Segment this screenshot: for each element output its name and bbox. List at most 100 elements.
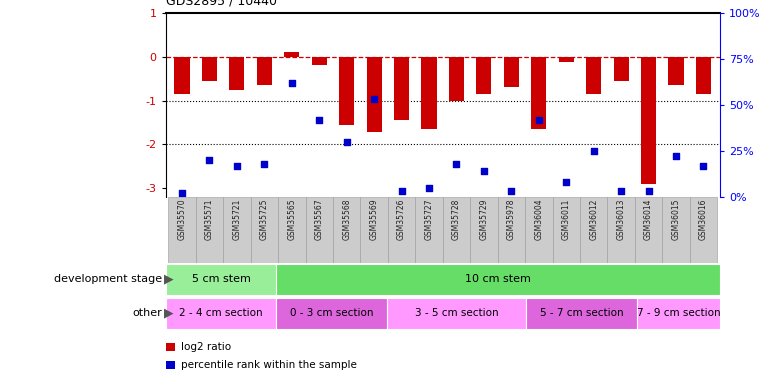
Text: ▶: ▶	[164, 273, 173, 286]
Bar	[306, 197, 333, 262]
Bar	[525, 197, 553, 262]
Text: 0 - 3 cm section: 0 - 3 cm section	[290, 308, 373, 318]
Text: ▶: ▶	[164, 307, 173, 320]
Bar	[229, 57, 244, 90]
Point	[505, 188, 517, 194]
Bar	[635, 197, 662, 262]
Bar	[394, 57, 409, 120]
Bar	[641, 57, 656, 184]
Point	[340, 139, 353, 145]
Text: 7 - 9 cm section: 7 - 9 cm section	[637, 308, 720, 318]
Text: GSM36015: GSM36015	[671, 199, 681, 240]
Point	[588, 148, 600, 154]
Point	[313, 117, 326, 123]
Text: GSM35727: GSM35727	[424, 199, 434, 240]
Bar	[312, 57, 326, 65]
Text: 2 - 4 cm section: 2 - 4 cm section	[179, 308, 263, 318]
Text: GDS2895 / 10440: GDS2895 / 10440	[166, 0, 276, 8]
Point	[560, 179, 572, 185]
Point	[396, 188, 408, 194]
Bar	[586, 57, 601, 94]
Bar	[668, 57, 684, 86]
Text: GSM35568: GSM35568	[342, 199, 351, 240]
Point	[698, 163, 710, 169]
Text: percentile rank within the sample: percentile rank within the sample	[181, 360, 357, 370]
Text: GSM36014: GSM36014	[644, 199, 653, 240]
Bar	[223, 197, 250, 262]
Point	[258, 161, 270, 167]
Point	[286, 80, 298, 86]
Point	[368, 96, 380, 102]
Bar	[696, 57, 711, 94]
Bar	[166, 264, 276, 295]
Text: GSM35729: GSM35729	[480, 199, 488, 240]
Bar	[477, 57, 491, 94]
Point	[450, 161, 463, 167]
Text: GSM35565: GSM35565	[287, 199, 296, 240]
Text: GSM35726: GSM35726	[397, 199, 406, 240]
Point	[670, 153, 682, 159]
Bar	[284, 52, 300, 57]
Text: 5 cm stem: 5 cm stem	[192, 274, 250, 284]
Text: GSM35567: GSM35567	[315, 199, 323, 240]
Text: GSM35978: GSM35978	[507, 199, 516, 240]
Point	[423, 185, 435, 191]
Bar	[531, 57, 547, 129]
Text: GSM35570: GSM35570	[178, 199, 186, 240]
Bar	[276, 298, 387, 328]
Text: log2 ratio: log2 ratio	[181, 342, 231, 352]
Bar	[169, 197, 196, 262]
Bar	[202, 57, 217, 81]
Bar	[608, 197, 635, 262]
Bar	[367, 57, 382, 132]
Text: GSM35571: GSM35571	[205, 199, 214, 240]
Bar	[443, 197, 470, 262]
Text: GSM36004: GSM36004	[534, 199, 544, 240]
Bar	[360, 197, 388, 262]
Text: GSM36012: GSM36012	[589, 199, 598, 240]
Point	[231, 163, 243, 169]
Bar	[526, 298, 637, 328]
Bar	[166, 298, 276, 328]
Bar	[421, 57, 437, 129]
Text: GSM36016: GSM36016	[699, 199, 708, 240]
Text: GSM36013: GSM36013	[617, 199, 626, 240]
Bar	[333, 197, 360, 262]
Text: development stage: development stage	[54, 274, 162, 284]
Bar	[415, 197, 443, 262]
Bar	[580, 197, 608, 262]
Point	[642, 188, 654, 194]
Point	[176, 190, 188, 196]
Bar	[388, 197, 415, 262]
Text: GSM35728: GSM35728	[452, 199, 461, 240]
Text: 5 - 7 cm section: 5 - 7 cm section	[540, 308, 623, 318]
Text: GSM35569: GSM35569	[370, 199, 379, 240]
Bar	[339, 57, 354, 125]
Bar	[690, 197, 717, 262]
Point	[533, 117, 545, 123]
Bar	[614, 57, 628, 81]
Text: 10 cm stem: 10 cm stem	[465, 274, 531, 284]
Bar	[278, 197, 306, 262]
Bar	[250, 197, 278, 262]
Text: other: other	[132, 308, 162, 318]
Bar	[257, 57, 272, 86]
Text: GSM35721: GSM35721	[233, 199, 242, 240]
Bar	[662, 197, 690, 262]
Bar	[449, 57, 464, 100]
Bar	[387, 298, 526, 328]
Bar	[637, 298, 720, 328]
Bar	[175, 57, 189, 94]
Text: 3 - 5 cm section: 3 - 5 cm section	[415, 308, 498, 318]
Text: GSM36011: GSM36011	[562, 199, 571, 240]
Point	[203, 157, 216, 163]
Bar	[559, 57, 574, 62]
Bar	[196, 197, 223, 262]
Bar	[553, 197, 580, 262]
Bar	[497, 197, 525, 262]
Text: GSM35725: GSM35725	[259, 199, 269, 240]
Bar	[470, 197, 497, 262]
Bar	[504, 57, 519, 87]
Point	[477, 168, 490, 174]
Point	[615, 188, 628, 194]
